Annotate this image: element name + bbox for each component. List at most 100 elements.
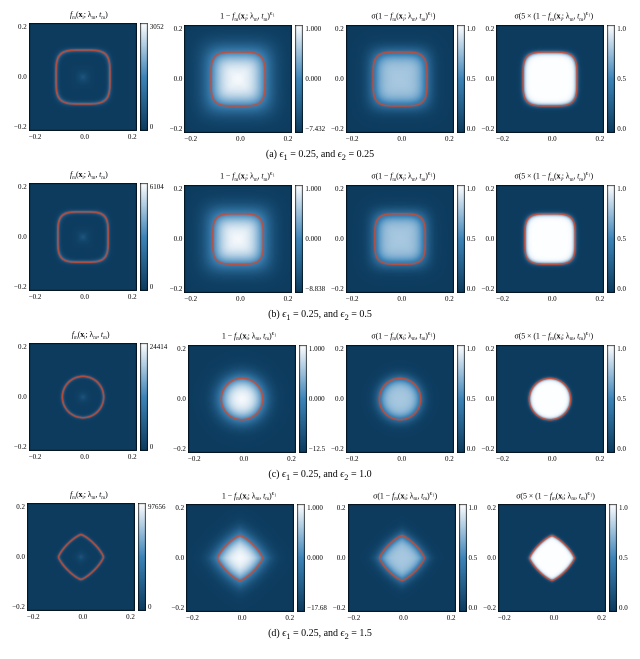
panel: σ(5 × (1 − fm(xi; λm, tm)ϵ₁)0.20.0−0.2−0…	[482, 330, 626, 463]
colorbar-labels: 1.00.50.0	[467, 345, 476, 453]
colorbar-labels: 30520	[150, 23, 164, 131]
heatmap-panel	[29, 23, 137, 131]
panel-title: fm(xi; λm, tm)	[70, 10, 108, 21]
colorbar-wrap: 1.00.50.0	[607, 25, 626, 143]
colorbar	[140, 343, 148, 451]
colorbar-labels: 1.0000.000−12.5	[309, 345, 325, 453]
colorbar	[457, 25, 465, 133]
colorbar-wrap: 1.00.50.0	[607, 185, 626, 303]
colorbar-labels: 1.00.50.0	[467, 25, 476, 133]
colorbar-labels: 1.00.50.0	[617, 25, 626, 133]
subfigure-caption: (a) ϵ1 = 0.25, and ϵ2 = 0.25	[266, 149, 374, 162]
x-tick-labels: −0.20.00.2	[496, 135, 604, 143]
panel: σ(1 − fm(xi; λm, tm)ϵ₁)0.20.0−0.2−0.20.0…	[331, 170, 475, 303]
panel: σ(1 − fm(xi; λm, tm)ϵ₁) 0.20.0−0.2−0.20.0…	[333, 490, 477, 623]
colorbar-wrap: 1.00.50.0	[457, 185, 476, 303]
colorbar	[607, 25, 615, 133]
x-tick-labels: −0.20.00.2	[184, 295, 292, 303]
colorbar-labels: 1.00.50.0	[619, 504, 628, 612]
y-tick-labels: 0.20.0−0.2	[333, 504, 348, 612]
x-tick-labels: −0.20.00.2	[346, 295, 454, 303]
colorbar	[459, 504, 467, 612]
colorbar-labels: 1.0000.000−7.432	[305, 25, 325, 133]
heatmap-panel	[184, 25, 292, 133]
heatmap-panel	[496, 345, 604, 453]
colorbar-wrap: 976560	[138, 503, 166, 621]
panel: 1 − fm(xi; λm, tm)ϵ₁ 0.20.0−0.2−0.20.00.2…	[173, 330, 325, 463]
panel-title: σ(1 − fm(xi; λm, tm)ϵ₁)	[371, 330, 435, 343]
panel: fm(xi; λm, tm) 0.20.0−0.2−0.20.00.261040	[14, 170, 164, 303]
panel-title: 1 − fm(xi; λm, tm)ϵ₁	[220, 10, 275, 23]
heatmap-panel	[498, 504, 606, 612]
colorbar-labels: 1.00.50.0	[469, 504, 478, 612]
colorbar	[607, 185, 615, 293]
y-tick-labels: 0.20.0−0.2	[173, 345, 188, 453]
y-tick-labels: 0.20.0−0.2	[170, 185, 185, 293]
heatmap-panel	[346, 185, 454, 293]
colorbar-wrap: 1.0000.000−12.5	[299, 345, 325, 463]
heatmap-panel	[496, 25, 604, 133]
colorbar-wrap: 1.0000.000−7.432	[295, 25, 325, 143]
x-tick-labels: −0.20.00.2	[498, 614, 606, 622]
panel-title: fm(xi; λm, tm)	[70, 170, 108, 181]
colorbar-wrap: 1.00.50.0	[457, 345, 476, 463]
colorbar	[295, 25, 303, 133]
colorbar-wrap: 244140	[140, 343, 168, 461]
y-tick-labels: 0.20.0−0.2	[170, 25, 185, 133]
colorbar-wrap: 1.00.50.0	[459, 504, 478, 622]
panel: σ(5 × (1 − fm(xi; λm, tm)ϵ₁)0.20.0−0.2−0…	[482, 170, 626, 303]
x-tick-labels: −0.20.00.2	[29, 293, 137, 301]
colorbar-labels: 1.0000.000−8.838	[305, 185, 325, 293]
x-tick-labels: −0.20.00.2	[496, 295, 604, 303]
colorbar-wrap: 1.00.50.0	[609, 504, 628, 622]
heatmap-panel	[188, 345, 296, 453]
heatmap-panel	[346, 25, 454, 133]
y-tick-labels: 0.20.0−0.2	[14, 183, 29, 291]
colorbar	[297, 504, 305, 612]
y-tick-labels: 0.20.0−0.2	[331, 345, 346, 453]
y-tick-labels: 0.20.0−0.2	[14, 23, 29, 131]
heatmap-panel	[348, 504, 456, 612]
x-tick-labels: −0.20.00.2	[27, 613, 135, 621]
x-tick-labels: −0.20.00.2	[29, 453, 137, 461]
x-tick-labels: −0.20.00.2	[346, 455, 454, 463]
x-tick-labels: −0.20.00.2	[348, 614, 456, 622]
subfigure-caption: (d) ϵ1 = 0.25, and ϵ2 = 1.5	[268, 628, 372, 641]
colorbar	[457, 185, 465, 293]
x-tick-labels: −0.20.00.2	[188, 455, 296, 463]
colorbar-labels: 1.00.50.0	[467, 185, 476, 293]
y-tick-labels: 0.20.0−0.2	[14, 343, 29, 451]
colorbar-wrap: 1.0000.000−17.68	[297, 504, 327, 622]
colorbar-wrap: 30520	[140, 23, 164, 141]
heatmap-panel	[27, 503, 135, 611]
heatmap-panel	[496, 185, 604, 293]
panel-title: 1 − fm(xi; λm, tm)ϵ₁	[220, 170, 275, 183]
heatmap-panel	[346, 345, 454, 453]
y-tick-labels: 0.20.0−0.2	[331, 185, 346, 293]
panel: fm(xi; λm, tm)0.20.0−0.2−0.20.00.2244140	[14, 330, 167, 463]
panel-title: σ(5 × (1 − fm(xi; λm, tm)ϵ₁)	[514, 10, 593, 23]
panel-title: σ(1 − fm(xi; λm, tm)ϵ₁)	[373, 490, 437, 503]
x-tick-labels: −0.20.00.2	[186, 614, 294, 622]
heatmap-panel	[186, 504, 294, 612]
panel: fm(xi; λm, tm)0.20.0−0.2−0.20.00.2976560	[12, 490, 165, 623]
x-tick-labels: −0.20.00.2	[346, 135, 454, 143]
colorbar-wrap: 1.0000.000−8.838	[295, 185, 325, 303]
colorbar-wrap: 61040	[140, 183, 164, 301]
subfigure-row: fm(xi; λm, tm)0.20.0−0.2−0.20.00.2244140…	[6, 330, 634, 482]
subfigure-caption: (b) ϵ1 = 0.25, and ϵ2 = 0.5	[268, 309, 372, 322]
y-tick-labels: 0.20.0−0.2	[171, 504, 186, 612]
colorbar-wrap: 1.00.50.0	[457, 25, 476, 143]
panel: σ(1 − fm(xi; λm, tm)ϵ₁)0.20.0−0.2−0.20.0…	[331, 10, 475, 143]
panel: σ(5 × (1 − fm(xi; λm, tm)ϵ₁)0.20.0−0.2−0…	[483, 490, 627, 623]
colorbar	[609, 504, 617, 612]
panel-title: 1 − fm(xi; λm, tm)ϵ₁	[222, 330, 277, 343]
y-tick-labels: 0.20.0−0.2	[483, 504, 498, 612]
panel: 1 − fm(xi; λm, tm)ϵ₁0.20.0−0.2−0.20.00.2…	[170, 10, 325, 143]
panel: fm(xi; λm, tm)0.20.0−0.2−0.20.00.230520	[14, 10, 164, 143]
colorbar	[457, 345, 465, 453]
colorbar-labels: 1.00.50.0	[617, 345, 626, 453]
figure-grid: fm(xi; λm, tm)0.20.0−0.2−0.20.00.2305201…	[6, 10, 634, 649]
subfigure-caption: (c) ϵ1 = 0.25, and ϵ2 = 1.0	[268, 469, 371, 482]
x-tick-labels: −0.20.00.2	[496, 455, 604, 463]
